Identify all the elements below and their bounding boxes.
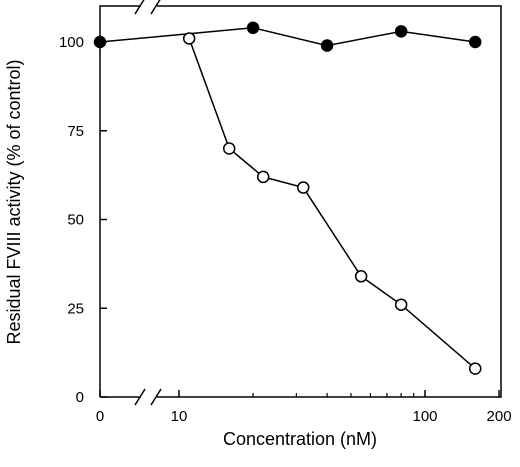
top-break-slash-1 xyxy=(134,0,145,15)
data-point-open xyxy=(354,270,368,283)
data-point-filled xyxy=(246,21,260,35)
y-tick-label: 100 xyxy=(59,34,84,51)
data-point-open xyxy=(182,32,196,45)
y-axis-label: Residual FVIII activity (% of control) xyxy=(4,59,24,344)
frame-right-part xyxy=(157,5,502,398)
data-point-filled xyxy=(468,35,482,49)
data-point-open xyxy=(394,298,408,311)
x-tick-label: 200 xyxy=(487,408,512,425)
data-point-open xyxy=(468,362,482,375)
data-point-open xyxy=(256,170,270,184)
y-tick-label: 0 xyxy=(76,389,84,406)
x-tick-label: 100 xyxy=(412,408,437,425)
y-tick-label: 50 xyxy=(67,212,84,229)
y-tick-label: 75 xyxy=(67,123,84,140)
data-point-filled xyxy=(394,25,408,38)
bottom-break-slash-2 xyxy=(150,388,162,406)
series-line-1 xyxy=(99,27,476,47)
x-tick-label: 10 xyxy=(171,408,188,425)
bottom-break-slash-1 xyxy=(134,388,146,406)
tick-labels: 0 25 50 75 100 0 10 100 200 xyxy=(59,34,512,425)
data-point-open xyxy=(297,181,310,194)
markers xyxy=(93,21,482,375)
frame-left-part xyxy=(99,5,141,397)
axis-break-marks xyxy=(134,0,162,406)
x-tick-label: 0 xyxy=(96,408,104,425)
series-lines xyxy=(99,27,476,370)
data-point-filled xyxy=(93,35,107,49)
ticks xyxy=(99,41,500,398)
top-break-slash-2 xyxy=(150,0,161,15)
y-tick-label: 25 xyxy=(67,300,84,317)
series-line-2 xyxy=(188,38,476,370)
data-point-open xyxy=(222,142,236,155)
x-axis-label: Concentration (nM) xyxy=(223,429,377,449)
data-point-filled xyxy=(320,39,334,52)
